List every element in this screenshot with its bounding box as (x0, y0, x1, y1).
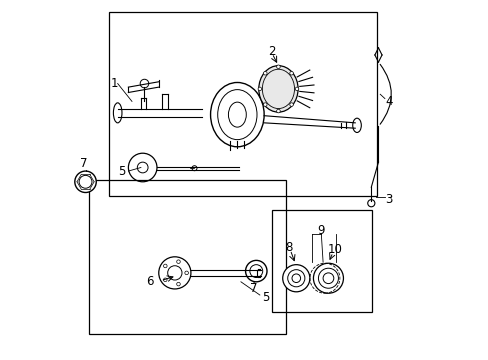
Circle shape (176, 282, 180, 286)
Circle shape (367, 200, 374, 207)
Text: 5: 5 (261, 291, 268, 305)
Text: 9: 9 (317, 224, 325, 237)
Text: 2: 2 (268, 45, 275, 58)
Circle shape (140, 79, 148, 88)
Ellipse shape (258, 66, 298, 112)
Text: 1: 1 (110, 77, 118, 90)
Text: 4: 4 (385, 95, 392, 108)
Circle shape (176, 260, 180, 264)
Circle shape (192, 166, 197, 171)
Circle shape (263, 103, 266, 106)
Ellipse shape (210, 82, 264, 147)
Ellipse shape (313, 263, 343, 293)
Circle shape (276, 65, 280, 68)
Text: 7: 7 (249, 283, 257, 296)
Ellipse shape (352, 118, 361, 132)
Circle shape (289, 72, 293, 75)
Text: 10: 10 (327, 243, 342, 256)
Text: 3: 3 (385, 193, 392, 206)
Bar (271, 210, 371, 312)
Circle shape (258, 87, 261, 91)
Text: 6: 6 (145, 275, 153, 288)
Text: 8: 8 (285, 241, 292, 255)
Ellipse shape (282, 265, 309, 292)
Circle shape (276, 109, 280, 113)
Text: 7: 7 (80, 157, 87, 170)
Circle shape (163, 264, 167, 268)
Circle shape (245, 260, 266, 282)
Circle shape (184, 271, 188, 275)
Circle shape (75, 171, 96, 193)
Bar (108, 12, 376, 196)
Bar (89, 180, 285, 334)
Circle shape (263, 72, 266, 75)
Circle shape (295, 87, 298, 91)
Text: 5: 5 (118, 165, 125, 177)
Circle shape (163, 278, 167, 282)
Circle shape (289, 103, 293, 106)
